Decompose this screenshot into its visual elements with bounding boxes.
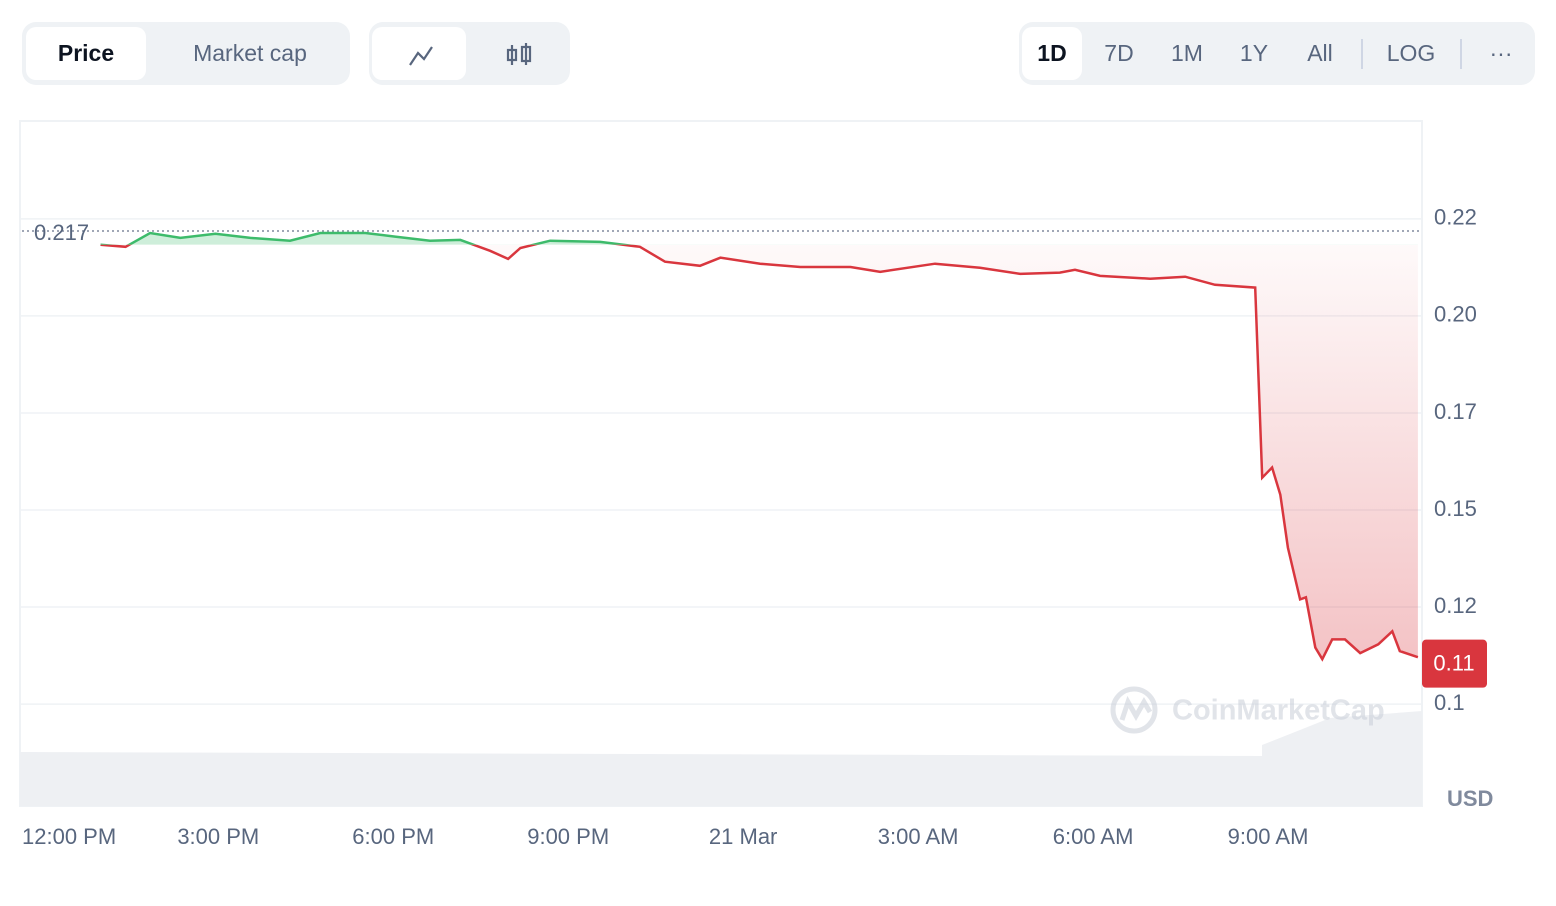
y-unit: USD [1447,786,1493,811]
watermark-text: CoinMarketCap [1172,695,1385,727]
y-tick-label: 0.20 [1434,302,1477,327]
x-tick-label: 21 Mar [709,824,777,849]
y-tick-label: 0.17 [1434,399,1477,424]
candle-icon [506,43,532,65]
x-tick-label: 9:00 AM [1228,824,1309,849]
y-tick-label: 0.15 [1434,496,1477,521]
volume-area [20,711,1422,806]
divider [1361,39,1363,69]
tab[interactable]: Price [26,27,146,80]
current-price-label: 0.11 [1433,650,1474,675]
log-button[interactable]: LOG [1386,40,1436,66]
x-tick-label: 3:00 PM [177,824,259,849]
range-group: 1D 7D 1M 1Y All LOG ··· [1019,22,1535,85]
price-line-up [100,231,634,245]
x-tick-label: 9:00 PM [527,824,609,849]
x-tick-label: 6:00 PM [352,824,434,849]
tab-group: Price Market cap [22,22,350,85]
plot: 0.217 [22,220,1422,662]
more-button[interactable]: ··· [1489,40,1513,66]
current-price-badge [1422,639,1487,688]
line-icon [409,46,433,66]
tab[interactable]: Market cap [193,40,307,66]
divider [1460,39,1462,69]
watermark: CoinMarketCap [1110,686,1385,734]
candle-chart-button[interactable] [472,27,566,80]
price-line-down [100,244,1419,662]
grid [20,218,1422,705]
area-up [100,233,624,245]
x-tick-label: 12:00 PM [22,824,116,849]
y-tick-label: 0.1 [1434,690,1465,715]
range-button[interactable]: 1M [1171,40,1203,66]
area-down [100,244,1418,660]
y-tick-label: 0.12 [1434,593,1477,618]
x-tick-label: 3:00 AM [878,824,959,849]
range-button[interactable]: 1D [1022,27,1082,80]
line-chart-button[interactable] [372,27,466,80]
x-tick-label: 6:00 AM [1053,824,1134,849]
chart-type-group [369,22,570,85]
y-tick-label: 0.22 [1434,205,1477,230]
reference-label: 0.217 [34,220,89,245]
range-button[interactable]: 7D [1104,40,1134,66]
range-button[interactable]: All [1307,40,1333,66]
range-button[interactable]: 1Y [1239,40,1269,66]
